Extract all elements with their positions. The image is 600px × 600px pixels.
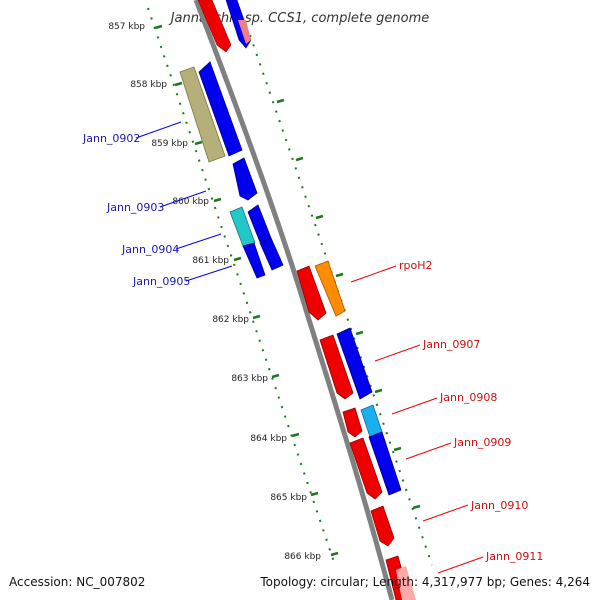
gene-red-863a xyxy=(319,334,354,400)
gene-jann-0903 xyxy=(232,157,258,201)
gene-red-862a xyxy=(296,265,327,321)
outer-scale-ticks xyxy=(276,98,421,510)
kbp-label-859: 859 kbp xyxy=(151,139,188,149)
label-jann-0907: Jann_0907 xyxy=(422,338,480,351)
label-jann-0903: Jann_0903 xyxy=(106,201,164,214)
kbp-label-866: 866 kbp xyxy=(284,552,321,562)
gene-jann-0910 xyxy=(370,505,395,547)
accession-text: Accession: NC_007802 xyxy=(9,575,145,589)
gene-rpoh2 xyxy=(314,260,346,317)
gene-red-top xyxy=(197,0,232,53)
kbp-label-862: 862 kbp xyxy=(212,315,249,325)
gene-jann-0904 xyxy=(229,206,256,247)
kbp-label-857: 857 kbp xyxy=(108,22,145,32)
gene-jann-0902 xyxy=(179,66,226,163)
gene-jann-0911 xyxy=(396,566,416,600)
inner-scale-ticks xyxy=(154,24,339,557)
gene-red-864 xyxy=(349,437,383,500)
kbp-label-860: 860 kbp xyxy=(172,197,209,207)
kbp-label-861: 861 kbp xyxy=(192,256,229,266)
label-jann-0909: Jann_0909 xyxy=(453,436,511,449)
gene-pink-top xyxy=(238,20,251,44)
gene-jann-0905 xyxy=(242,242,266,279)
right-leader-lines xyxy=(350,265,484,574)
gene-blue-861b xyxy=(259,237,284,271)
label-jann-0904: Jann_0904 xyxy=(121,243,179,256)
gene-blue-858 xyxy=(198,61,243,157)
kbp-label-864: 864 kbp xyxy=(250,434,287,444)
left-leader-lines xyxy=(135,121,233,282)
gene-red-863b xyxy=(342,407,363,438)
label-jann-0910: Jann_0910 xyxy=(470,499,528,512)
label-jann-0908: Jann_0908 xyxy=(439,391,497,404)
gene-jann-0909 xyxy=(368,431,402,496)
kbp-label-865: 865 kbp xyxy=(270,493,307,503)
topology-text: Topology: circular; Length: 4,317,977 bp… xyxy=(259,575,590,589)
gene-jann-0907 xyxy=(336,327,373,400)
gene-jann-0908 xyxy=(360,404,383,438)
label-rpoh2: rpoH2 xyxy=(399,259,433,272)
kbp-label-863: 863 kbp xyxy=(231,374,268,384)
genome-backbone xyxy=(193,0,395,600)
kbp-label-858: 858 kbp xyxy=(130,80,167,90)
label-jann-0902: Jann_0902 xyxy=(82,132,140,145)
label-jann-0911: Jann_0911 xyxy=(485,550,543,563)
label-jann-0905: Jann_0905 xyxy=(132,275,190,288)
